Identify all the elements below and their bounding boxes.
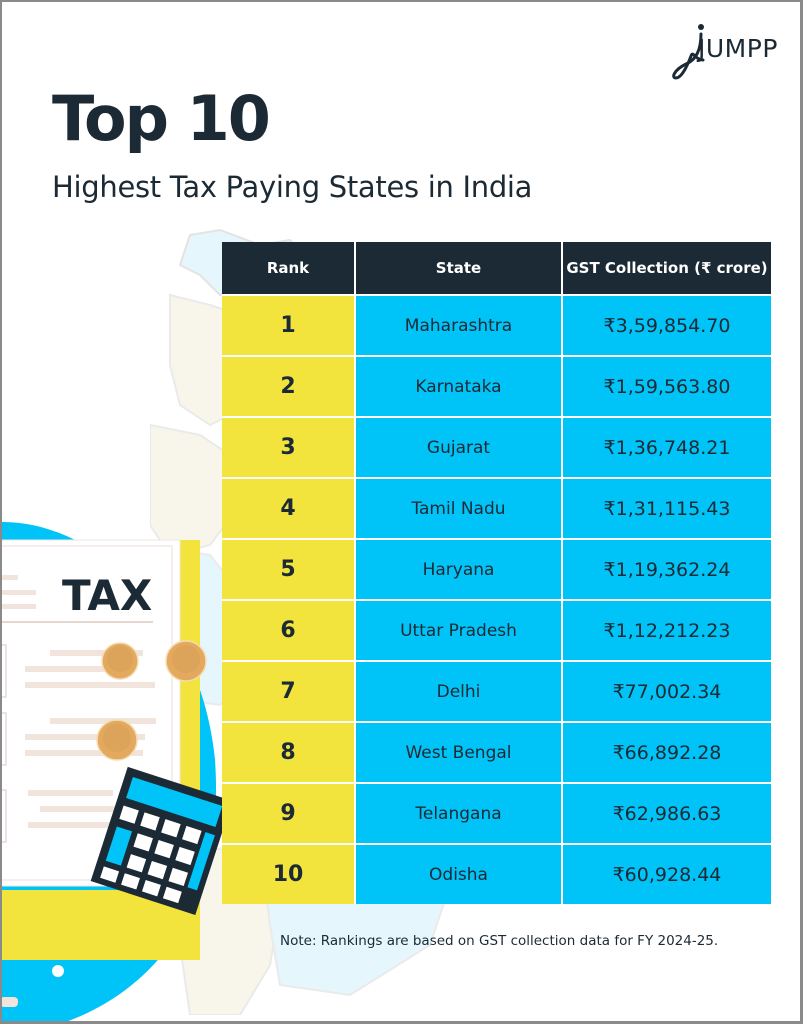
table-header-row: Rank State GST Collection (₹ crore) xyxy=(222,242,771,295)
tax-illustration: TAX xyxy=(0,521,233,1024)
gst-cell: ₹60,928.44 xyxy=(562,843,771,904)
table-row: 3 Gujarat ₹1,36,748.21 xyxy=(222,416,771,478)
state-cell: Gujarat xyxy=(355,416,563,478)
gst-cell: ₹1,31,115.43 xyxy=(562,477,771,539)
gst-cell: ₹1,19,362.24 xyxy=(562,538,771,600)
table-row: 5 Haryana ₹1,19,362.24 xyxy=(222,538,771,600)
state-cell: Maharashtra xyxy=(355,294,563,356)
rank-cell: 8 xyxy=(222,721,356,783)
rank-cell: 5 xyxy=(222,538,356,600)
table-row: 10 Odisha ₹60,928.44 xyxy=(222,843,771,904)
table-row: 1 Maharashtra ₹3,59,854.70 xyxy=(222,294,771,356)
rank-cell: 10 xyxy=(222,843,356,904)
gst-cell: ₹77,002.34 xyxy=(562,660,771,722)
rank-cell: 3 xyxy=(222,416,356,478)
page-subtitle: Highest Tax Paying States in India xyxy=(52,170,533,204)
table-row: 7 Delhi ₹77,002.34 xyxy=(222,660,771,722)
column-header-state: State xyxy=(355,242,563,295)
gst-cell: ₹66,892.28 xyxy=(562,721,771,783)
table-row: 8 West Bengal ₹66,892.28 xyxy=(222,721,771,783)
rank-cell: 1 xyxy=(222,294,356,356)
gst-cell: ₹1,36,748.21 xyxy=(562,416,771,478)
table-row: 4 Tamil Nadu ₹1,31,115.43 xyxy=(222,477,771,539)
logo-text: JUMPP xyxy=(698,34,778,63)
gst-cell: ₹62,986.63 xyxy=(562,782,771,844)
column-header-rank: Rank xyxy=(222,242,356,295)
gst-cell: ₹1,59,563.80 xyxy=(562,355,771,417)
coin-icon xyxy=(96,640,207,761)
logo-swirl-icon xyxy=(672,24,705,80)
table-row: 9 Telangana ₹62,986.63 xyxy=(222,782,771,844)
table-row: 6 Uttar Pradesh ₹1,12,212.23 xyxy=(222,599,771,661)
table-row: 2 Karnataka ₹1,59,563.80 xyxy=(222,355,771,417)
rank-cell: 9 xyxy=(222,782,356,844)
rank-cell: 2 xyxy=(222,355,356,417)
footnote: Note: Rankings are based on GST collecti… xyxy=(280,933,719,949)
tax-label: TAX xyxy=(62,571,152,620)
state-cell: Delhi xyxy=(355,660,563,722)
state-cell: Tamil Nadu xyxy=(355,477,563,539)
state-cell: Karnataka xyxy=(355,355,563,417)
column-header-gst: GST Collection (₹ crore) xyxy=(562,242,771,295)
gst-ranking-table: Rank State GST Collection (₹ crore) 1 Mah… xyxy=(222,242,771,904)
state-cell: Uttar Pradesh xyxy=(355,599,563,661)
page-title: Top 10 xyxy=(52,82,271,155)
rank-cell: 4 xyxy=(222,477,356,539)
gst-cell: ₹1,12,212.23 xyxy=(562,599,771,661)
state-cell: Haryana xyxy=(355,538,563,600)
calculator-icon xyxy=(90,766,233,916)
state-cell: West Bengal xyxy=(355,721,563,783)
state-cell: Telangana xyxy=(355,782,563,844)
jumpp-logo: JUMPP xyxy=(668,20,778,80)
state-cell: Odisha xyxy=(355,843,563,904)
rank-cell: 7 xyxy=(222,660,356,722)
gst-cell: ₹3,59,854.70 xyxy=(562,294,771,356)
rank-cell: 6 xyxy=(222,599,356,661)
